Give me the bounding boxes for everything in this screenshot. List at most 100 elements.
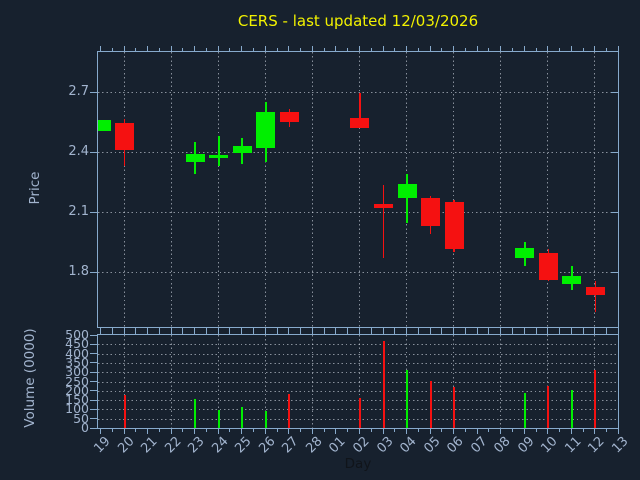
- price-bottom-tick: [276, 328, 278, 331]
- volume-bar: [594, 370, 597, 428]
- vertical-gridline: [123, 52, 125, 327]
- volume-top-tick: [123, 329, 125, 334]
- volume-bottom-tick: [123, 429, 125, 434]
- top-spine-tick: [512, 48, 514, 51]
- horizontal-gridline: [98, 212, 618, 213]
- volume-tick-label: 300: [65, 364, 89, 380]
- candle-wick: [406, 174, 408, 223]
- candle-body: [374, 204, 394, 208]
- volume-bottom-tick: [170, 429, 172, 434]
- price-tick-label: 2.4: [68, 144, 89, 159]
- volume-top-tick: [253, 331, 255, 334]
- volume-top-tick: [441, 331, 443, 334]
- top-spine-tick: [111, 48, 113, 51]
- price-bottom-tick: [606, 328, 608, 331]
- volume-top-tick: [158, 331, 160, 334]
- volume-bottom-tick: [429, 429, 431, 434]
- top-spine-tick: [464, 48, 466, 51]
- volume-bottom-tick: [205, 429, 207, 432]
- price-bottom-tick: [323, 328, 325, 331]
- vertical-gridline: [547, 52, 549, 327]
- volume-top-tick: [382, 329, 384, 334]
- price-tick-mark: [90, 91, 97, 93]
- volume-tick-mark: [90, 427, 97, 429]
- volume-bottom-tick: [547, 429, 549, 434]
- volume-bottom-tick: [288, 429, 290, 434]
- volume-axis-label: Volume (0000): [22, 328, 38, 428]
- price-tick-label: 2.1: [68, 204, 89, 219]
- candle-wick: [594, 281, 597, 312]
- top-spine-tick: [406, 46, 408, 51]
- top-spine-tick: [382, 46, 384, 51]
- candle-body: [279, 112, 299, 122]
- volume-bottom-tick: [253, 429, 255, 432]
- price-bottom-tick: [417, 328, 419, 331]
- volume-bottom-tick: [335, 429, 337, 434]
- volume-tick-label: 450: [65, 336, 89, 352]
- volume-bottom-tick: [347, 429, 349, 432]
- top-spine-tick: [229, 48, 231, 51]
- horizontal-gridline: [98, 353, 618, 355]
- top-spine-tick: [205, 48, 207, 51]
- chart-title: CERS - last updated 12/03/2026: [237, 12, 479, 30]
- volume-bottom-tick: [417, 429, 419, 432]
- top-spine-tick: [453, 46, 455, 51]
- price-bottom-tick: [229, 328, 231, 331]
- volume-top-tick: [547, 329, 549, 334]
- top-spine-tick: [253, 48, 255, 51]
- candle-body: [538, 253, 558, 280]
- vertical-gridline: [264, 52, 266, 327]
- price-bottom-tick: [394, 328, 396, 331]
- price-tick-mark-right: [611, 91, 618, 93]
- volume-tick-label: 400: [65, 345, 89, 361]
- volume-bottom-tick: [570, 429, 572, 434]
- volume-bottom-tick: [276, 429, 278, 432]
- price-bottom-tick: [111, 328, 113, 331]
- candle-body: [397, 184, 417, 198]
- price-bottom-tick: [441, 328, 443, 331]
- vertical-gridline: [594, 52, 596, 327]
- candle-body: [115, 123, 135, 150]
- horizontal-gridline: [98, 409, 618, 411]
- top-spine-tick: [194, 46, 196, 51]
- volume-top-tick: [170, 329, 172, 334]
- price-bottom-tick: [582, 328, 584, 331]
- top-spine-tick: [441, 48, 443, 51]
- top-spine-tick: [288, 46, 290, 51]
- volume-bottom-tick: [394, 429, 396, 432]
- volume-bar: [429, 380, 432, 428]
- price-bottom-tick: [512, 328, 514, 331]
- horizontal-gridline: [98, 381, 618, 383]
- price-tick-mark-right: [611, 211, 618, 213]
- day-axis-label: Day: [344, 456, 372, 472]
- volume-bottom-tick: [488, 429, 490, 432]
- volume-top-tick: [476, 329, 478, 334]
- volume-top-tick: [182, 331, 184, 334]
- horizontal-gridline: [98, 272, 618, 273]
- top-spine-tick: [264, 46, 266, 51]
- price-tick-label: 1.8: [68, 264, 89, 279]
- top-spine-tick: [429, 46, 431, 51]
- top-spine-tick: [547, 46, 549, 51]
- volume-top-tick: [335, 329, 337, 334]
- volume-bar: [523, 392, 526, 428]
- volume-bar: [358, 398, 361, 428]
- top-spine-tick: [358, 46, 360, 51]
- volume-top-tick: [570, 329, 572, 334]
- top-spine-tick: [147, 46, 149, 51]
- price-bottom-tick: [488, 328, 490, 331]
- volume-bar: [217, 410, 220, 428]
- top-spine-tick: [370, 48, 372, 51]
- volume-top-tick: [617, 329, 619, 334]
- price-bottom-tick: [158, 328, 160, 331]
- volume-tick-mark: [90, 343, 97, 345]
- volume-bar: [264, 411, 267, 428]
- volume-top-tick: [111, 331, 113, 334]
- volume-bottom-tick: [158, 429, 160, 432]
- price-tick-label: 2.7: [68, 84, 89, 99]
- horizontal-gridline: [98, 372, 618, 374]
- candle-body: [232, 146, 252, 153]
- volume-top-tick: [559, 331, 561, 334]
- volume-bottom-tick: [617, 429, 619, 434]
- volume-tick-mark: [90, 381, 97, 382]
